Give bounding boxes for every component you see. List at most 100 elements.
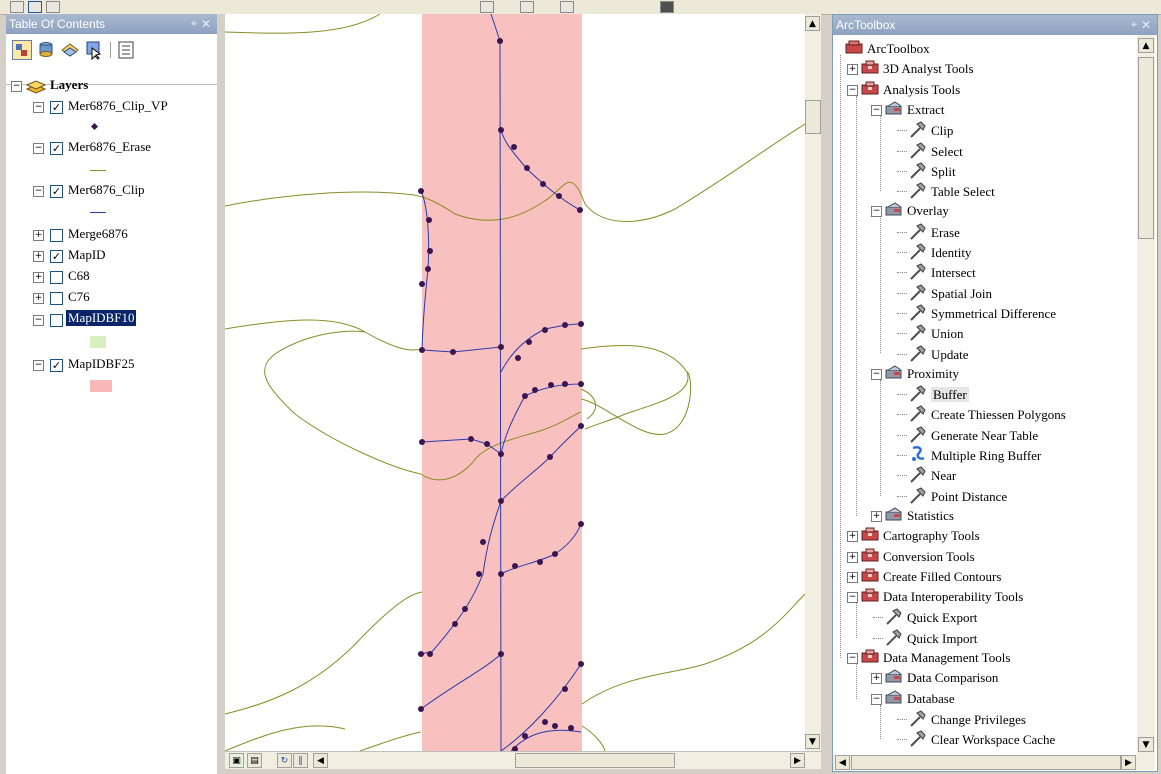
tree-collapse-toggle[interactable]: − (847, 84, 858, 96)
tool-item-erase[interactable]: Erase (909, 222, 960, 242)
toolbox-item-arctoolbox[interactable]: ArcToolbox (845, 39, 930, 59)
close-icon[interactable]: ✕ (200, 17, 211, 31)
scroll-thumb[interactable] (805, 100, 821, 134)
tool-item-table-select[interactable]: Table Select (909, 181, 995, 201)
tool-icon[interactable] (520, 1, 534, 13)
horizontal-scroll-thumb[interactable] (515, 753, 675, 768)
layer-expand-toggle[interactable]: + (33, 293, 44, 304)
tool-icon[interactable] (560, 1, 574, 13)
toolbox-item-analysis-tools[interactable]: Analysis Tools (861, 80, 960, 100)
layer-name[interactable]: Mer6876_Clip (68, 182, 145, 197)
tool-item-change-privileges[interactable]: Change Privileges (909, 709, 1026, 729)
tool-item-multiple-ring-buffer[interactable]: Multiple Ring Buffer (909, 445, 1041, 465)
toolbox-item-proximity[interactable]: Proximity (885, 364, 959, 384)
layer-name-selected[interactable]: MapIDBF10 (66, 310, 137, 326)
refresh-icon[interactable]: ↻ (277, 753, 292, 768)
layer-expand-toggle[interactable]: − (33, 102, 44, 113)
tree-collapse-toggle[interactable]: − (871, 104, 882, 116)
pause-drawing-icon[interactable]: ‖ (293, 753, 308, 768)
tool-item-symmetrical-difference[interactable]: Symmetrical Difference (909, 303, 1056, 323)
toolbox-item-conversion-tools[interactable]: Conversion Tools (861, 547, 975, 567)
layer-visibility-checkbox[interactable]: ✓ (50, 142, 63, 155)
scroll-thumb[interactable] (1138, 57, 1154, 239)
tool-item-quick-export[interactable]: Quick Export (885, 607, 977, 627)
scroll-down-arrow-icon[interactable]: ▼ (1138, 737, 1154, 752)
layer-expand-toggle[interactable]: + (33, 251, 44, 262)
layer-expand-toggle[interactable]: − (33, 143, 44, 154)
tool-item-select[interactable]: Select (909, 141, 963, 161)
layer-visibility-checkbox[interactable]: ✓ (50, 250, 63, 263)
tree-expand-toggle[interactable]: + (847, 571, 858, 583)
tool-item-point-distance[interactable]: Point Distance (909, 486, 1007, 506)
toolbox-item-data-interoperability-tools[interactable]: Data Interoperability Tools (861, 587, 1023, 607)
layer-expand-toggle[interactable]: + (33, 272, 44, 283)
tool-item-union[interactable]: Union (909, 323, 964, 343)
select-tool-icon[interactable] (28, 1, 42, 13)
layer-visibility-checkbox[interactable] (50, 229, 63, 242)
layer-name[interactable]: MapID (68, 247, 106, 262)
layer-visibility-checkbox[interactable]: ✓ (50, 185, 63, 198)
pin-icon[interactable]: ⌖ (1130, 19, 1137, 31)
tree-expand-toggle[interactable]: + (871, 510, 882, 522)
dropdown-icon[interactable] (660, 1, 674, 13)
tool-item-clear-workspace-cache[interactable]: Clear Workspace Cache (909, 729, 1055, 749)
tree-expand-toggle[interactable]: + (847, 531, 858, 543)
close-icon[interactable]: ✕ (1140, 18, 1151, 32)
tool-item-identity[interactable]: Identity (909, 242, 971, 262)
tree-expand-toggle[interactable]: + (871, 673, 882, 685)
layer-name[interactable]: MapIDBF25 (68, 356, 135, 371)
scroll-right-arrow-icon[interactable]: ▶ (1121, 755, 1136, 770)
tree-expand-toggle[interactable]: + (847, 551, 858, 563)
layer-expand-toggle[interactable]: − (33, 315, 44, 326)
tree-collapse-toggle[interactable]: − (871, 693, 882, 705)
tree-collapse-toggle[interactable]: − (847, 653, 858, 664)
scroll-left-arrow-icon[interactable]: ◀ (313, 753, 328, 768)
toolbox-item-data-management-tools[interactable]: Data Management Tools (861, 648, 1010, 668)
list-by-source-icon[interactable] (36, 40, 56, 60)
data-view-icon[interactable]: ▣ (229, 753, 244, 768)
pin-icon[interactable]: ⌖ (190, 18, 197, 30)
list-by-drawing-order-icon[interactable] (12, 40, 32, 60)
scroll-down-arrow-icon[interactable]: ▼ (805, 734, 820, 749)
tool-item-intersect[interactable]: Intersect (909, 262, 976, 282)
layer-visibility-checkbox[interactable] (50, 271, 63, 284)
layer-name[interactable]: Merge6876 (68, 226, 128, 241)
scroll-up-arrow-icon[interactable]: ▲ (1138, 38, 1154, 53)
layout-view-icon[interactable]: ▤ (247, 753, 262, 768)
tool-item-spatial-join[interactable]: Spatial Join (909, 283, 992, 303)
tool-item-quick-import[interactable]: Quick Import (885, 628, 977, 648)
tool-icon[interactable] (480, 1, 494, 13)
tree-collapse-toggle[interactable]: − (871, 206, 882, 218)
tree-collapse-toggle[interactable]: − (871, 368, 882, 380)
layer-expand-toggle[interactable]: + (33, 230, 44, 241)
toolbox-item-extract[interactable]: Extract (885, 100, 945, 120)
layer-visibility-checkbox[interactable] (50, 314, 63, 327)
toolbox-vertical-scrollbar[interactable]: ▲ ▼ (1137, 35, 1155, 755)
toolbox-item-cartography-tools[interactable]: Cartography Tools (861, 526, 980, 546)
layer-expand-toggle[interactable]: − (33, 186, 44, 197)
scroll-left-arrow-icon[interactable]: ◀ (835, 755, 850, 770)
tool-icon[interactable] (10, 1, 24, 13)
tree-collapse-toggle[interactable]: − (847, 592, 858, 604)
layer-name[interactable]: Mer6876_Erase (68, 139, 152, 154)
toolbox-item-overlay[interactable]: Overlay (885, 201, 949, 221)
map-vertical-scrollbar[interactable]: ▲ ▼ (805, 14, 821, 751)
map-view[interactable] (225, 14, 805, 751)
options-icon[interactable] (116, 40, 136, 60)
tool-item-clip[interactable]: Clip (909, 120, 953, 140)
layer-visibility-checkbox[interactable]: ✓ (50, 101, 63, 114)
tool-item-create-thiessen-polygons[interactable]: Create Thiessen Polygons (909, 404, 1066, 424)
horizontal-scroll-thumb[interactable] (851, 755, 1121, 770)
list-by-visibility-icon[interactable] (60, 40, 80, 60)
toolbox-item-3d-analyst-tools[interactable]: 3D Analyst Tools (861, 59, 974, 79)
map-canvas[interactable] (225, 14, 805, 751)
scroll-up-arrow-icon[interactable]: ▲ (805, 16, 820, 31)
layer-visibility-checkbox[interactable]: ✓ (50, 359, 63, 372)
toolbox-horizontal-scrollbar[interactable]: ◀ ▶ (833, 755, 1155, 770)
tool-item-split[interactable]: Split (909, 161, 956, 181)
toolbox-item-statistics[interactable]: Statistics (885, 506, 954, 526)
tool-item-generate-near-table[interactable]: Generate Near Table (909, 425, 1038, 445)
tool-icon[interactable] (46, 1, 60, 13)
toolbox-item-data-comparison[interactable]: Data Comparison (885, 668, 998, 688)
list-by-selection-icon[interactable] (84, 40, 104, 60)
